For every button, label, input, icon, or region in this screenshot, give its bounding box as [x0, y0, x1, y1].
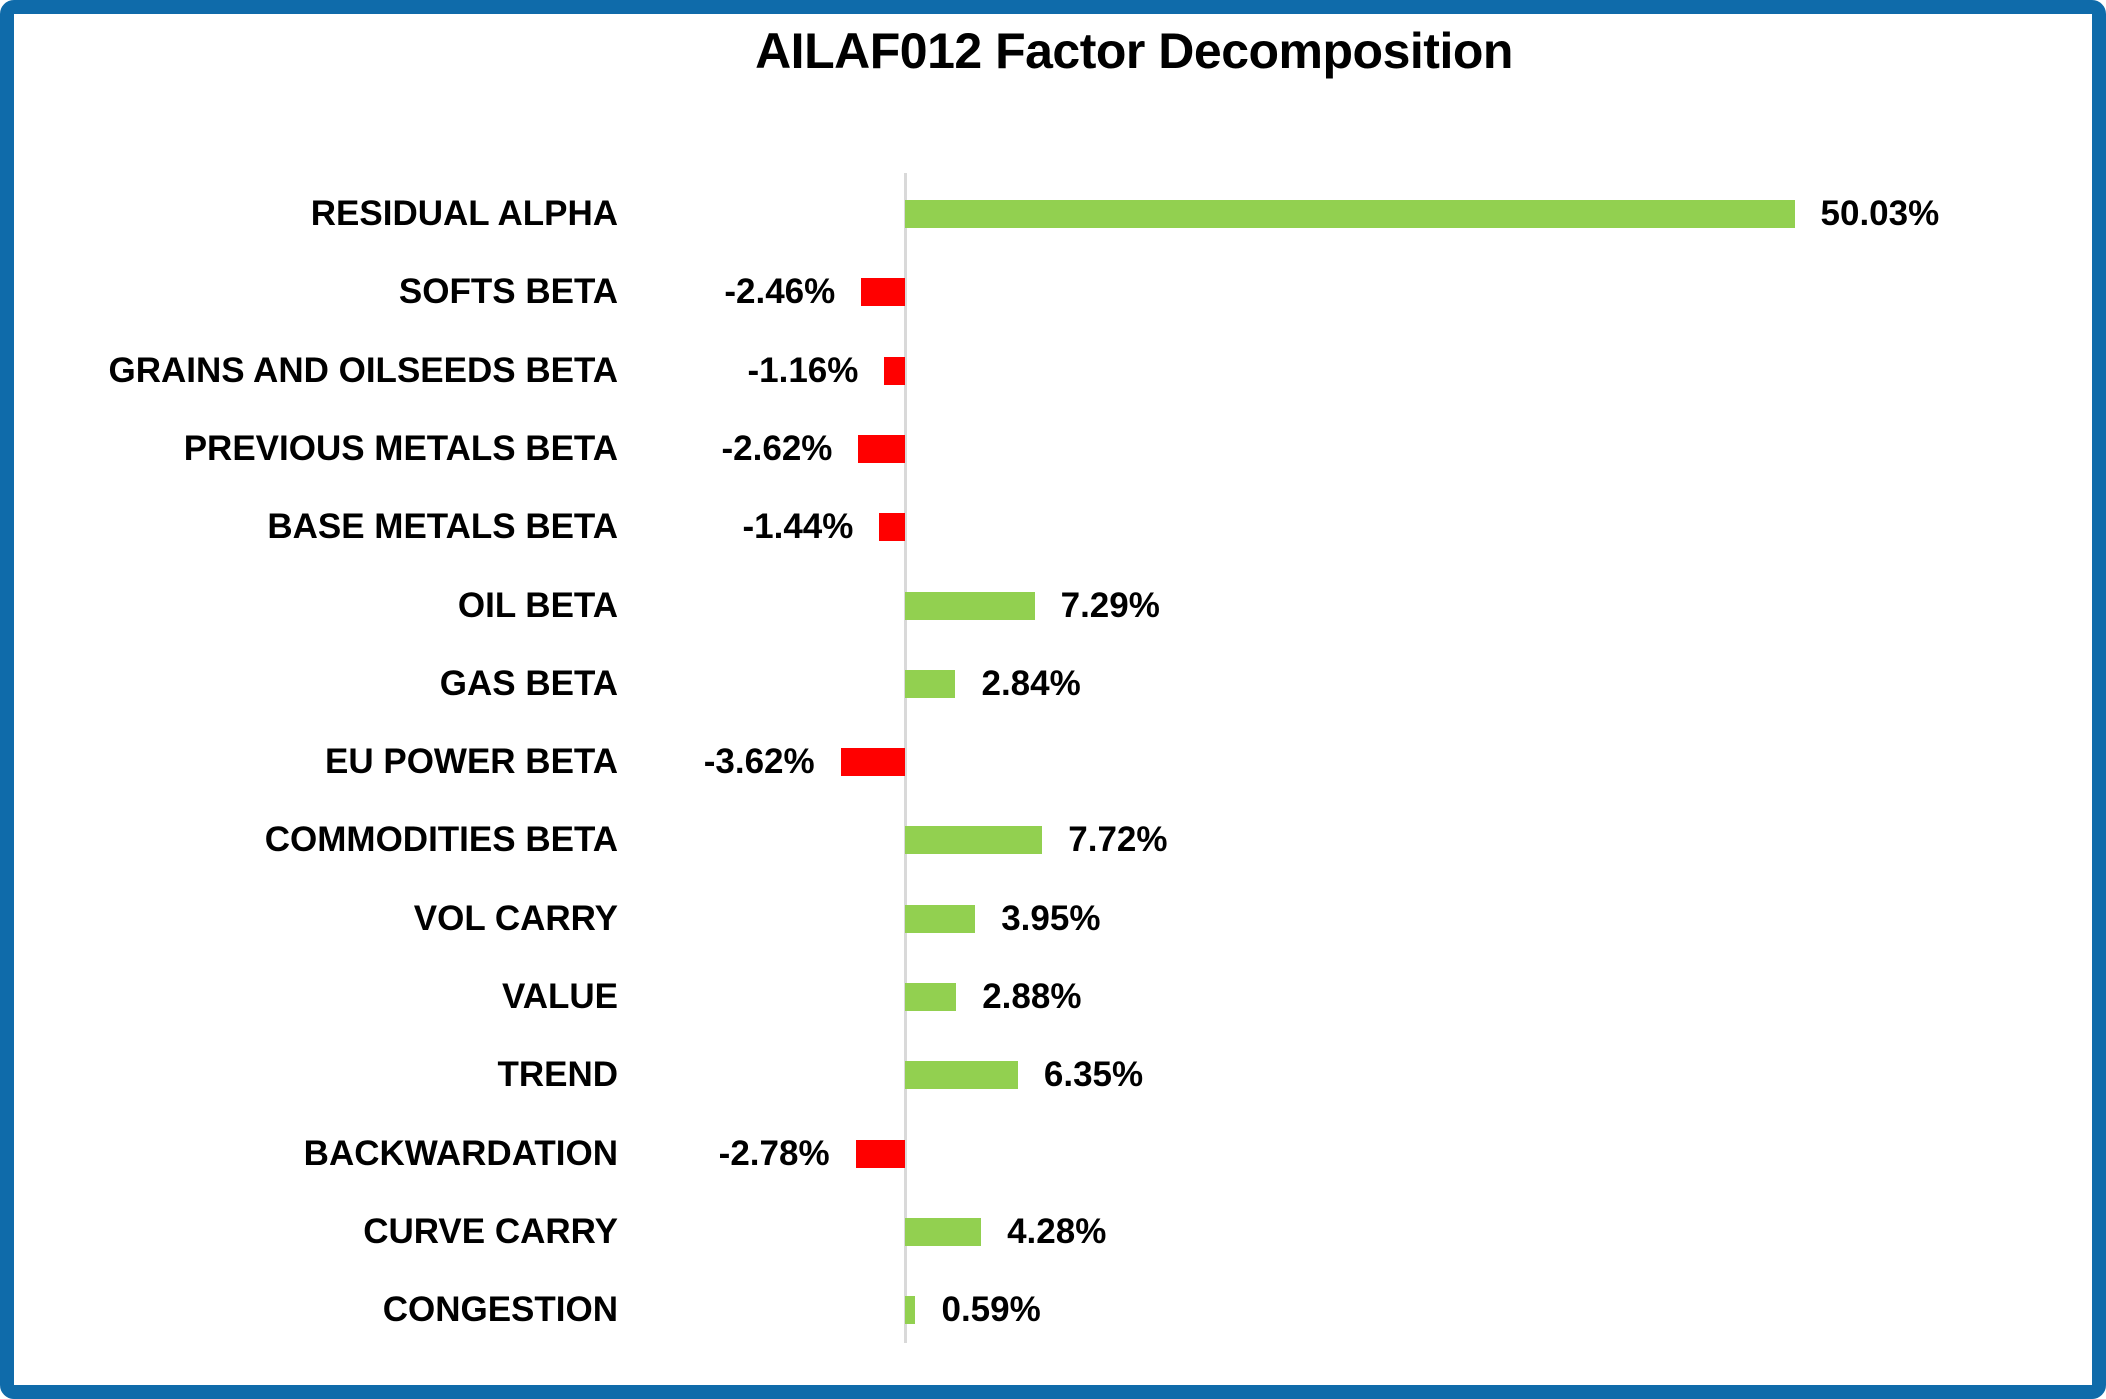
category-label: OIL BETA — [457, 585, 618, 625]
bar-row: TREND 6.35% — [14, 1036, 2092, 1114]
bar-chart: RESIDUAL ALPHA 50.03% SOFTS BETA -2.46% GRAI… — [14, 14, 2092, 1385]
bar-row: VOL CARRY 3.95% — [14, 880, 2092, 958]
category-label: BACKWARDATION — [303, 1133, 618, 1173]
positive-bar — [905, 983, 957, 1011]
category-label: EU POWER BETA — [325, 742, 618, 782]
category-label: CURVE CARRY — [363, 1211, 618, 1251]
value-label: 0.59% — [941, 1290, 1041, 1330]
category-label: CONGESTION — [382, 1290, 618, 1330]
category-label: GRAINS AND OILSEEDS BETA — [108, 350, 618, 390]
negative-bar — [879, 513, 905, 542]
positive-bar — [905, 200, 1795, 228]
category-label: VOL CARRY — [413, 898, 618, 938]
bar-row: EU POWER BETA -3.62% — [14, 723, 2092, 801]
value-label: 7.72% — [1068, 820, 1168, 860]
bar-row: CURVE CARRY 4.28% — [14, 1193, 2092, 1271]
value-label: -3.62% — [703, 742, 815, 782]
bar-row: VALUE 2.88% — [14, 958, 2092, 1036]
bar-row: SOFTS BETA -2.46% — [14, 253, 2092, 331]
negative-bar — [858, 434, 905, 463]
bar-row: RESIDUAL ALPHA 50.03% — [14, 175, 2092, 253]
value-label: 2.84% — [981, 663, 1081, 703]
bar-row: BASE METALS BETA -1.44% — [14, 488, 2092, 566]
bar-row: CONGESTION 0.59% — [14, 1271, 2092, 1349]
category-label: VALUE — [501, 977, 618, 1016]
value-label: -1.44% — [742, 507, 854, 547]
negative-bar — [855, 1139, 905, 1168]
value-label: 3.95% — [1001, 898, 1101, 938]
bar-row: COMMODITIES BETA 7.72% — [14, 801, 2092, 879]
bar-row: PREVIOUS METALS BETA -2.62% — [14, 410, 2092, 488]
category-label: GAS BETA — [439, 663, 618, 703]
positive-bar — [905, 1296, 916, 1325]
value-label: 2.88% — [982, 977, 1082, 1016]
value-label: -2.46% — [724, 272, 836, 312]
chart-title: AILAF012 Factor Decomposition — [755, 23, 1513, 79]
y-axis-line — [904, 173, 907, 1343]
negative-bar — [840, 748, 905, 777]
positive-bar — [905, 1217, 982, 1246]
category-label: RESIDUAL ALPHA — [310, 194, 618, 233]
positive-bar — [905, 669, 956, 698]
value-label: 4.28% — [1007, 1211, 1107, 1251]
bar-row: GRAINS AND OILSEEDS BETA -1.16% — [14, 332, 2092, 410]
value-label: -1.16% — [747, 350, 859, 390]
category-label: BASE METALS BETA — [267, 507, 618, 547]
positive-bar — [905, 904, 976, 933]
value-label: 50.03% — [1820, 194, 1940, 233]
category-label: TREND — [497, 1055, 618, 1095]
negative-bar — [884, 356, 905, 385]
value-label: -2.62% — [721, 428, 833, 468]
positive-bar — [905, 1061, 1018, 1090]
category-label: COMMODITIES BETA — [264, 820, 618, 860]
category-label: PREVIOUS METALS BETA — [183, 428, 618, 468]
value-label: 6.35% — [1043, 1055, 1144, 1095]
positive-bar — [905, 826, 1043, 855]
bar-row: GAS BETA 2.84% — [14, 645, 2092, 723]
bar-row: OIL BETA 7.29% — [14, 567, 2092, 645]
positive-bar — [905, 591, 1035, 620]
value-label: -2.78% — [718, 1133, 830, 1173]
bar-row: BACKWARDATION -2.78% — [14, 1115, 2092, 1193]
value-label: 7.29% — [1060, 585, 1160, 625]
category-label: SOFTS BETA — [398, 272, 618, 312]
negative-bar — [861, 278, 905, 307]
